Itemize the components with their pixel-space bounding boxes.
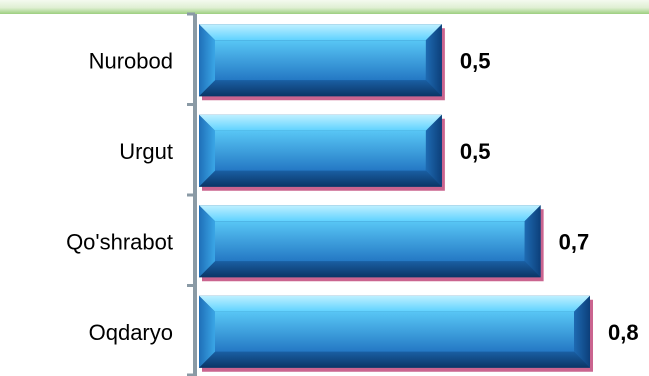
bar-bevel-bottom: [199, 351, 590, 368]
bar: [199, 295, 593, 372]
category-label: Qo'shrabot: [66, 229, 173, 254]
bar-face: [215, 40, 426, 81]
category-label: Urgut: [119, 139, 173, 164]
bar-bevel-right: [524, 205, 541, 278]
value-label: 0,5: [460, 139, 491, 164]
bar-bevel-bottom: [199, 261, 541, 278]
value-label: 0,7: [559, 229, 590, 254]
category-label: Oqdaryo: [89, 320, 173, 345]
bar-bevel-right: [425, 24, 442, 97]
bar-bevel-top: [199, 295, 590, 312]
bar-bevel-left: [199, 205, 215, 278]
bar-bevel-top: [199, 205, 541, 222]
bar: [199, 24, 445, 101]
bar-bevel-left: [199, 24, 215, 97]
bar-bevel-top: [199, 114, 442, 131]
bar-bevel-left: [199, 295, 215, 368]
bar-bevel-bottom: [199, 170, 442, 187]
bar-bevel-right: [574, 295, 590, 368]
value-label: 0,5: [460, 48, 491, 73]
top-decorative-strip: [0, 0, 649, 14]
bar-bevel-bottom: [199, 80, 442, 97]
bar: [199, 205, 544, 282]
bar-face: [215, 130, 426, 171]
bar-face: [215, 221, 525, 262]
bar-bevel-top: [199, 24, 442, 41]
bar-bevel-right: [425, 114, 442, 187]
category-label: Nurobod: [89, 48, 173, 73]
value-label: 0,8: [608, 320, 639, 345]
bar: [199, 114, 445, 191]
bar-bevel-left: [199, 114, 215, 187]
bar-face: [215, 311, 574, 352]
